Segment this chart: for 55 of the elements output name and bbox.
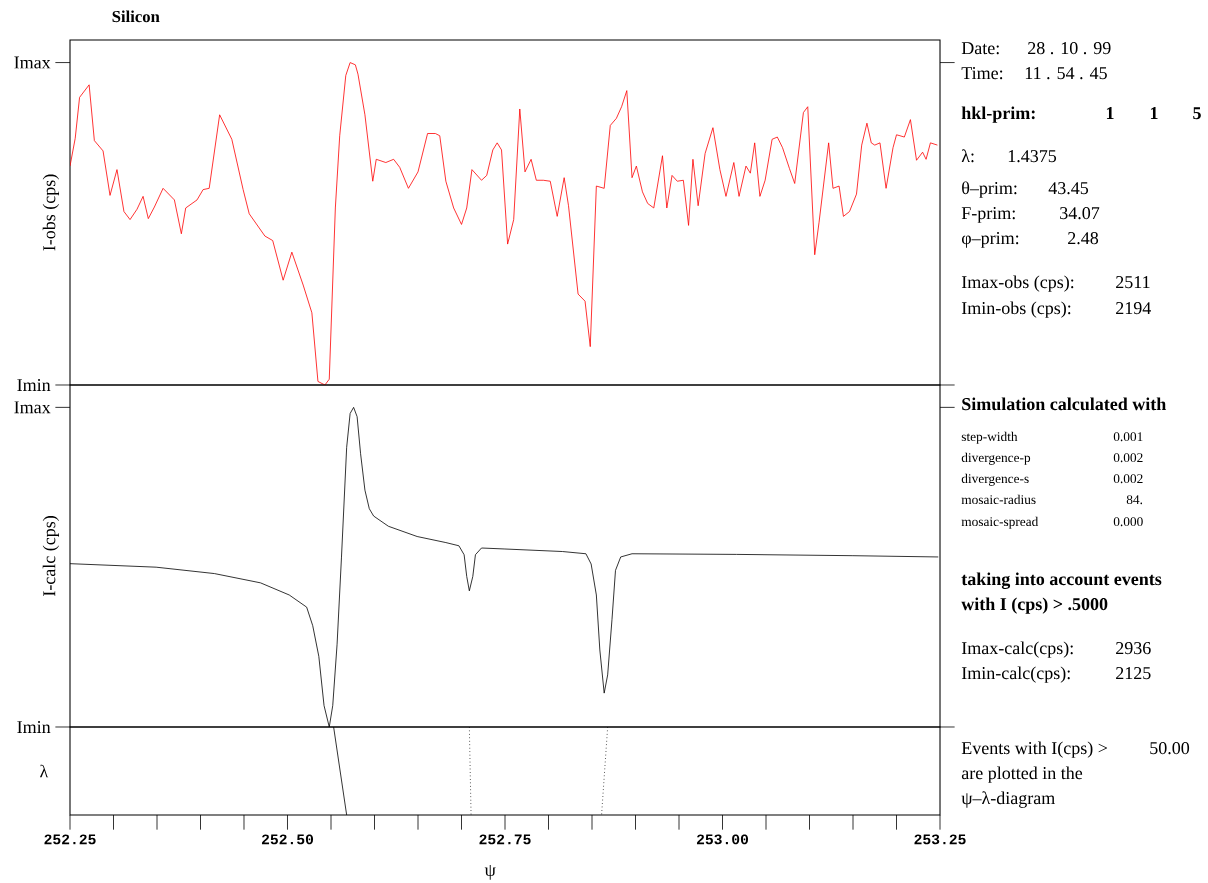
x-tick-label: 252.75	[479, 834, 531, 845]
text: 2194	[1116, 302, 1151, 315]
y-axis-title: I-calc (cps)	[42, 516, 60, 597]
text: 2511	[1116, 276, 1150, 289]
x-axis-title: ψ	[484, 865, 496, 880]
text: 2.48	[1068, 232, 1099, 245]
text: 84.	[1126, 495, 1143, 505]
text: Time:	[961, 67, 1003, 80]
text: 5	[1193, 107, 1201, 120]
text: 0.002	[1113, 474, 1143, 484]
text: 43.45	[1048, 182, 1089, 195]
text: 1	[1150, 107, 1158, 119]
y-axis-title: I-obs (cps)	[42, 174, 60, 251]
text: Imin-obs (cps):	[961, 301, 1071, 318]
text: Imax-calc(cps):	[961, 641, 1073, 658]
text: Imin	[17, 721, 51, 733]
text: divergence-s	[961, 473, 1029, 486]
text: F-prim:	[961, 207, 1015, 223]
text: Simulation calculated with	[962, 397, 1167, 411]
x-tick-label: 253.00	[696, 834, 749, 845]
text: 11 . 54 . 45	[1025, 67, 1107, 80]
chart-title: Silicon	[112, 10, 160, 23]
text: 0.000	[1113, 517, 1143, 527]
text: θ–prim:	[962, 181, 1017, 198]
text: 2936	[1116, 642, 1151, 655]
text: mosaic-spread	[961, 516, 1039, 529]
text: Imax-obs (cps):	[961, 275, 1074, 292]
text: Date:	[961, 42, 999, 55]
text: 50.00	[1150, 742, 1190, 755]
text: Imin	[17, 379, 51, 391]
text: step-width	[961, 431, 1018, 444]
text: 0.002	[1113, 453, 1143, 463]
text: Imin-calc(cps):	[961, 666, 1070, 683]
text: hkl-prim:	[961, 106, 1035, 123]
x-tick-label: 252.25	[44, 834, 96, 845]
text: ψ–λ-diagram	[961, 791, 1055, 808]
text: φ–prim:	[961, 232, 1019, 248]
text: 28 . 10 . 99	[1028, 42, 1111, 55]
text: 2125	[1116, 667, 1151, 680]
text: divergence-p	[961, 452, 1031, 465]
x-tick-label: 252.50	[261, 834, 314, 845]
text: Imax	[14, 401, 51, 414]
text: 0.001	[1113, 432, 1143, 442]
text: taking into account events	[961, 572, 1162, 589]
text: Imax	[14, 56, 51, 69]
text: λ:	[961, 149, 974, 163]
x-tick-label: 253.25	[914, 834, 966, 845]
y-axis-title: λ	[40, 764, 49, 778]
text: 1.4375	[1008, 150, 1057, 163]
text: with I (cps) > .5000	[961, 597, 1108, 614]
text: mosaic-radius	[961, 494, 1036, 505]
text: Events with I(cps) >	[961, 741, 1108, 758]
text: 34.07	[1060, 207, 1100, 220]
text: are plotted in the	[961, 766, 1083, 783]
text: 1	[1106, 107, 1114, 119]
